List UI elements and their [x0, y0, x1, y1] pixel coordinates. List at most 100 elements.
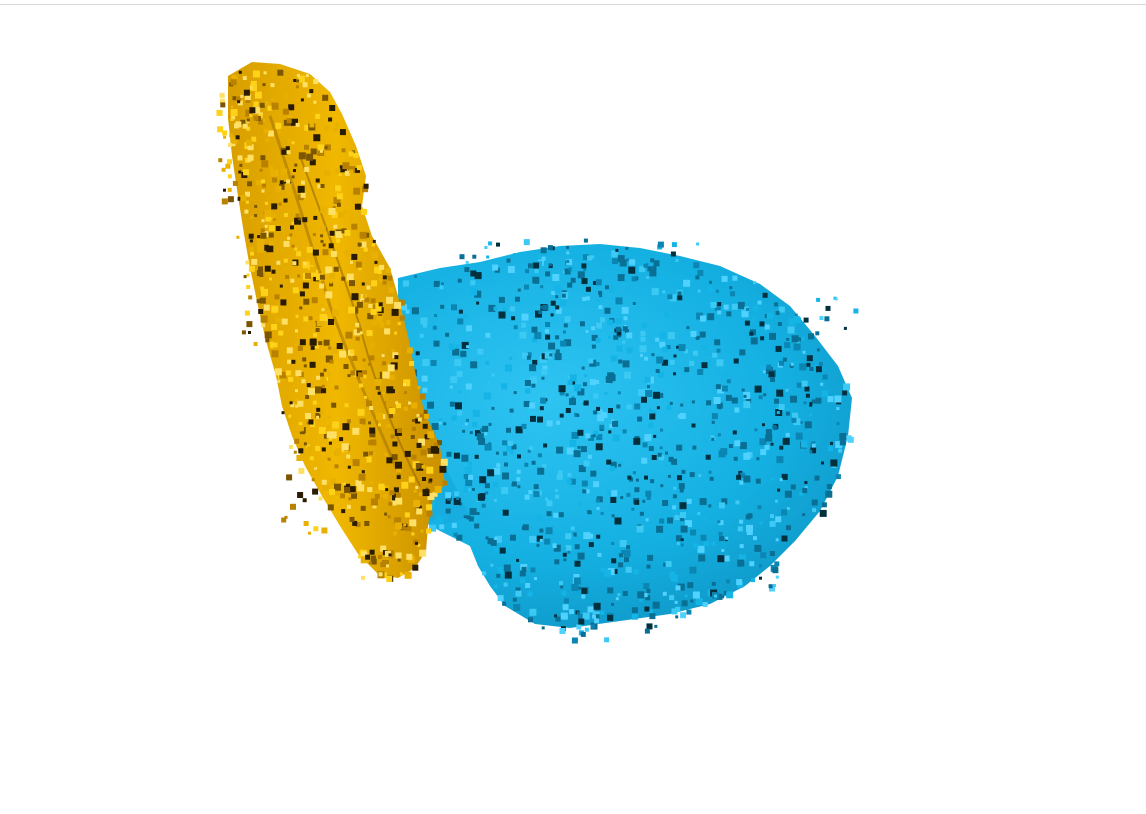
voxel	[811, 441, 816, 446]
voxel	[433, 340, 440, 347]
voxel	[576, 611, 580, 615]
stray-voxel	[227, 187, 232, 192]
voxel	[309, 266, 316, 273]
voxel	[271, 350, 279, 358]
3d-render-canvas[interactable]	[0, 6, 1146, 814]
voxel	[516, 558, 520, 562]
stray-voxel	[265, 338, 270, 343]
voxel	[615, 326, 621, 332]
voxel	[708, 504, 712, 508]
stray-voxel	[843, 326, 847, 330]
voxel	[714, 304, 721, 311]
voxel	[414, 274, 418, 278]
voxel	[673, 354, 677, 358]
voxel	[639, 511, 644, 516]
voxel	[295, 122, 300, 127]
3d-viewport[interactable]	[0, 6, 1146, 814]
stray-voxel	[249, 86, 253, 90]
voxel	[357, 484, 365, 492]
voxel	[571, 584, 579, 591]
voxel	[750, 337, 758, 345]
voxel	[294, 163, 298, 167]
stray-voxel	[587, 255, 593, 261]
voxel	[581, 480, 588, 487]
voxel	[324, 170, 331, 177]
voxel	[536, 543, 540, 547]
voxel	[346, 454, 351, 459]
stray-voxel	[554, 614, 558, 618]
voxel	[669, 595, 675, 601]
voxel	[537, 416, 543, 423]
voxel	[762, 423, 765, 427]
stray-voxel	[378, 572, 383, 577]
voxel	[463, 486, 469, 492]
voxel	[715, 384, 721, 390]
voxel	[775, 516, 782, 523]
voxel	[305, 272, 311, 279]
voxel	[427, 401, 434, 409]
stray-voxel	[583, 238, 588, 243]
voxel	[702, 602, 708, 608]
voxel	[509, 449, 514, 454]
voxel	[354, 415, 362, 423]
voxel	[522, 352, 528, 359]
voxel	[595, 279, 602, 286]
voxel	[635, 478, 639, 482]
voxel	[600, 610, 605, 615]
voxel	[782, 437, 790, 445]
voxel	[511, 481, 517, 487]
voxel	[692, 445, 697, 450]
voxel	[643, 583, 650, 590]
voxel	[835, 441, 843, 449]
gold-voxel-structure[interactable]	[216, 62, 448, 582]
voxel	[376, 306, 382, 312]
voxel	[769, 332, 776, 340]
voxel	[610, 461, 617, 468]
voxel	[250, 215, 254, 219]
voxel	[577, 271, 585, 279]
stray-voxel	[230, 79, 237, 86]
voxel	[272, 342, 278, 348]
voxel	[615, 297, 623, 305]
stray-voxel	[768, 584, 773, 589]
voxel	[669, 294, 677, 302]
voxel	[404, 450, 411, 457]
voxel	[498, 296, 505, 303]
voxel	[506, 258, 511, 263]
voxel	[355, 386, 359, 389]
voxel	[730, 291, 736, 297]
voxel	[366, 330, 373, 337]
voxel	[326, 307, 330, 310]
stray-voxel	[834, 297, 838, 301]
voxel	[346, 419, 351, 424]
voxel	[361, 551, 368, 558]
voxel	[440, 304, 445, 309]
voxel	[277, 69, 284, 76]
voxel	[502, 472, 509, 480]
voxel	[269, 341, 274, 346]
voxel	[411, 307, 419, 315]
voxel	[260, 232, 267, 239]
voxel	[298, 152, 306, 160]
voxel	[680, 538, 684, 542]
voxel	[469, 508, 477, 516]
voxel	[797, 337, 802, 342]
voxel	[423, 323, 427, 328]
voxel	[281, 168, 288, 175]
voxel	[608, 262, 612, 266]
voxel	[340, 493, 346, 499]
voxel	[502, 601, 507, 606]
voxel	[315, 446, 321, 451]
stray-voxel	[247, 154, 254, 161]
voxel	[815, 366, 822, 373]
voxel	[501, 487, 509, 495]
voxel	[721, 385, 728, 392]
voxel	[822, 374, 828, 380]
voxel	[251, 136, 257, 142]
voxel	[721, 549, 725, 552]
voxel	[591, 344, 596, 349]
voxel	[349, 516, 355, 522]
voxel	[361, 208, 368, 215]
voxel	[394, 517, 402, 525]
voxel	[295, 339, 300, 344]
